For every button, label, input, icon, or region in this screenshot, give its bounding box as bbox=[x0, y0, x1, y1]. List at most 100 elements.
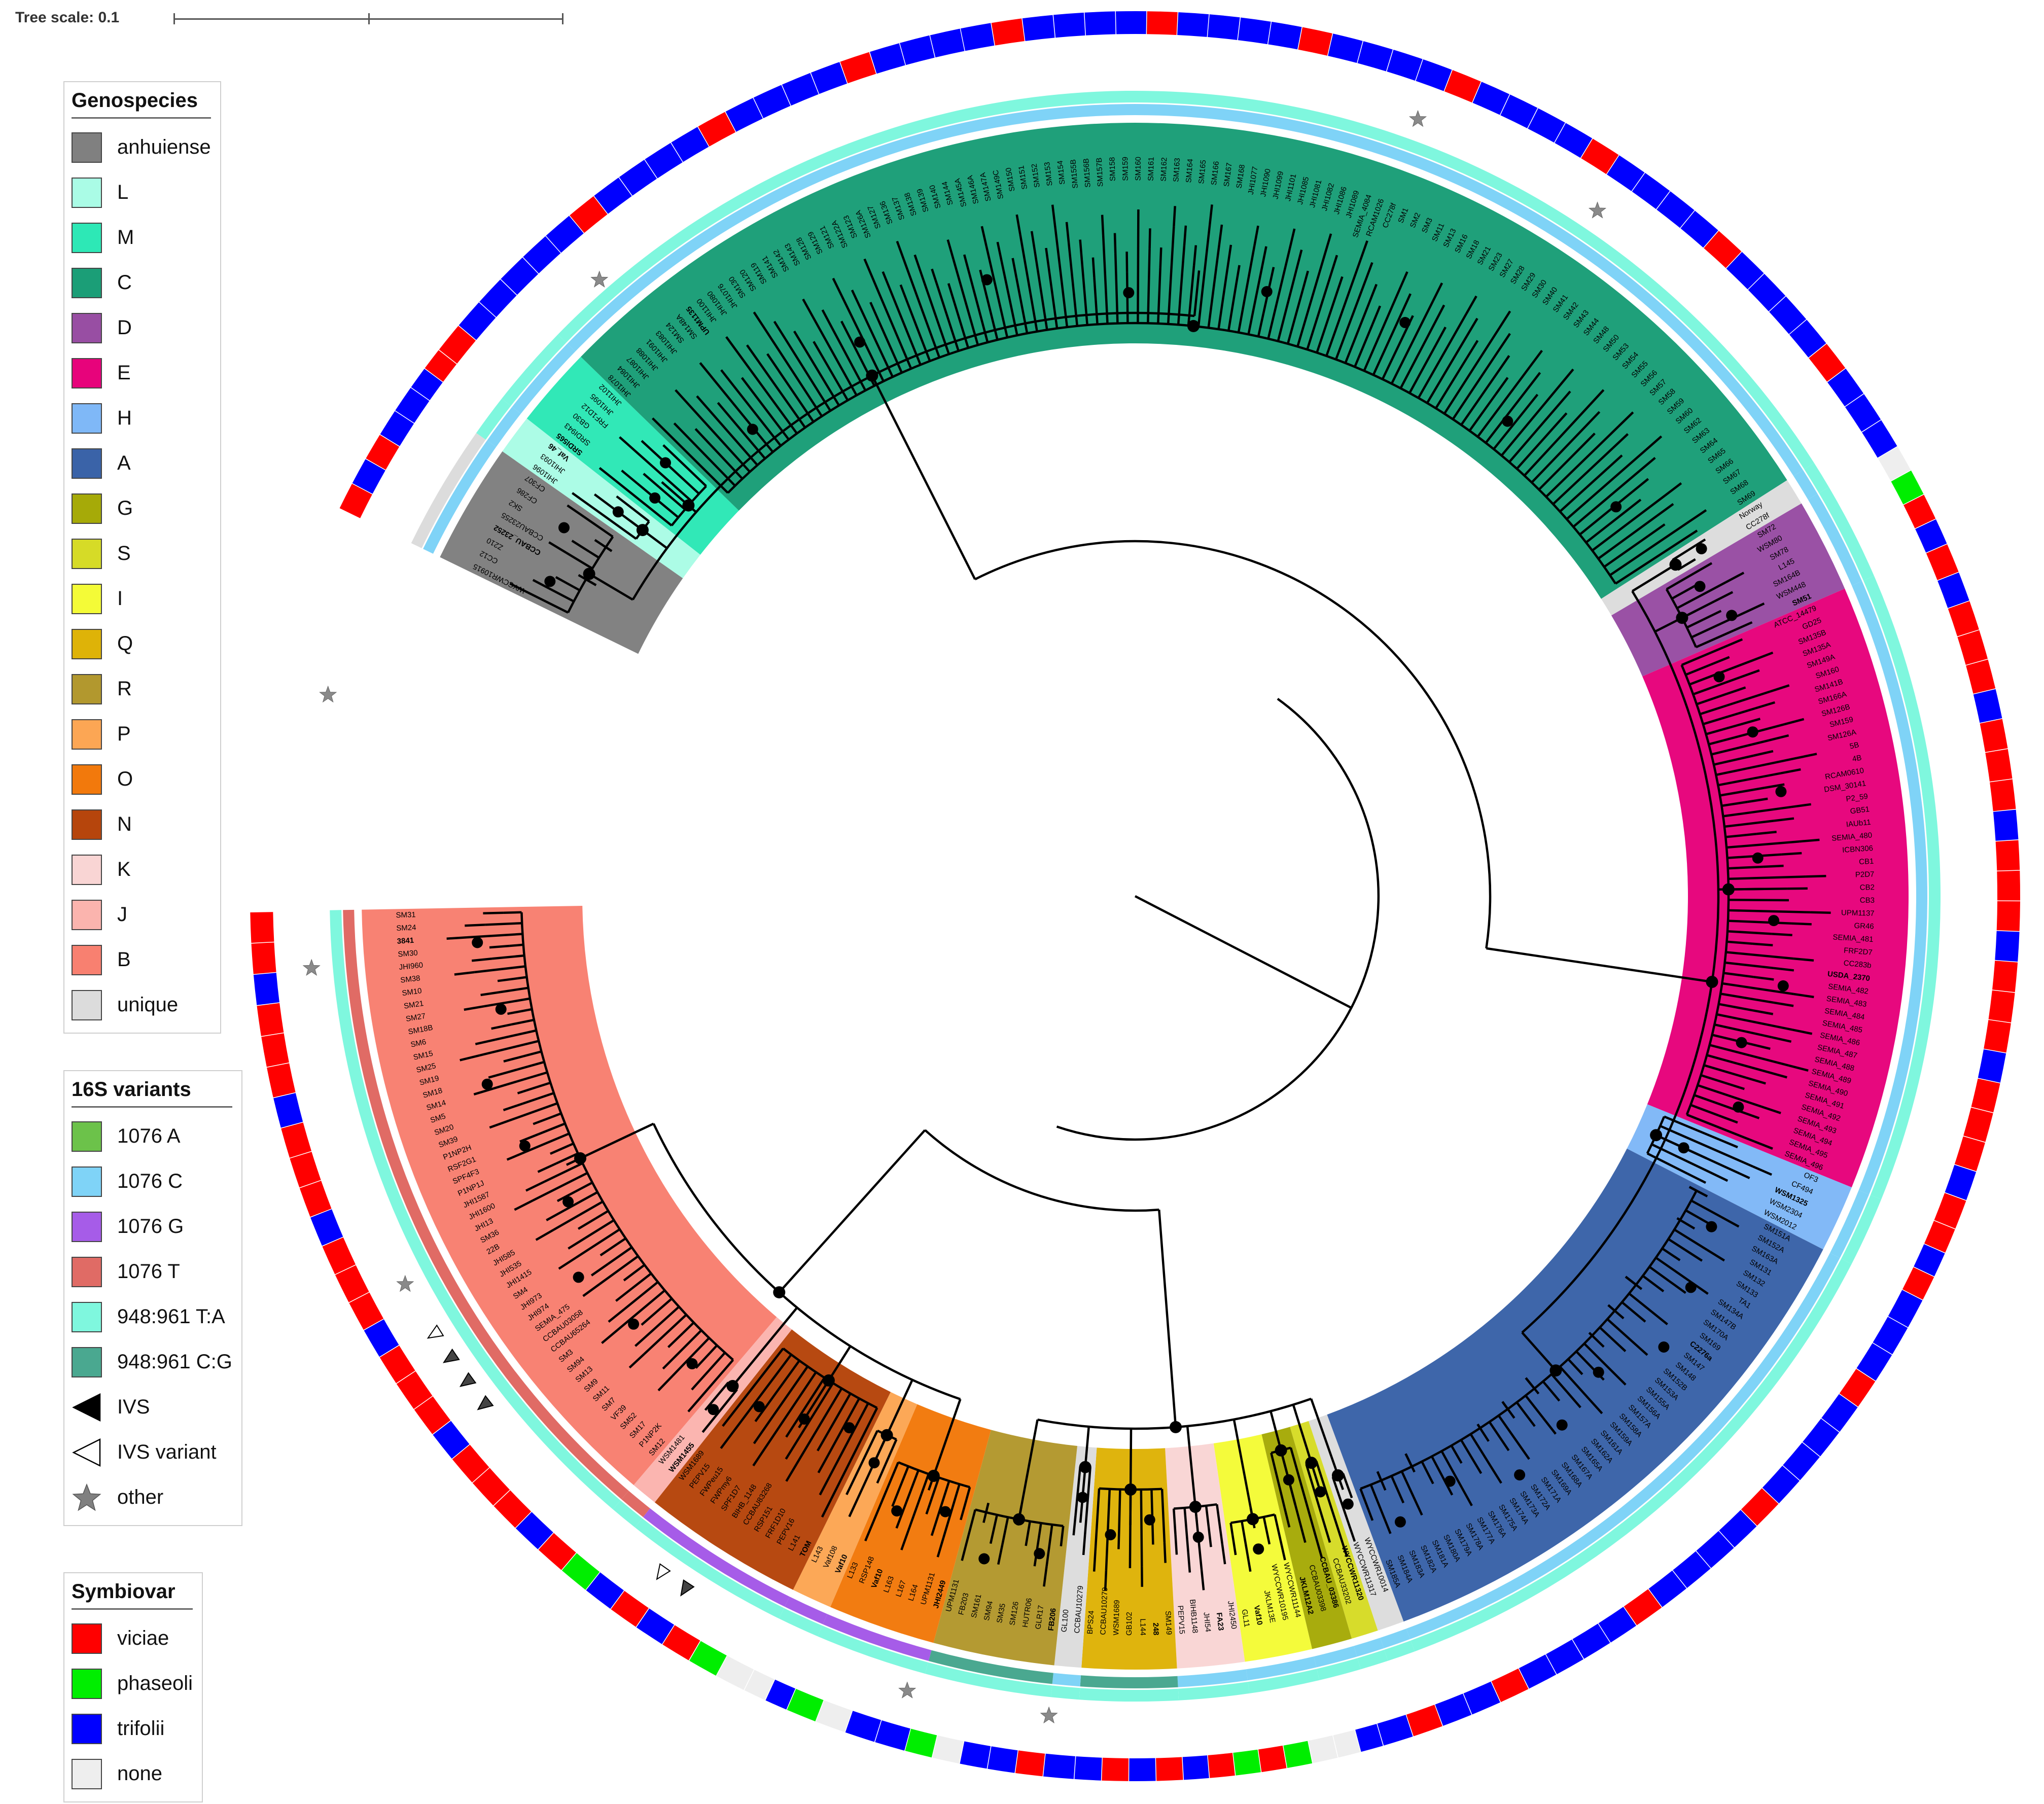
internal-branch bbox=[525, 1133, 570, 1153]
leaf-branch bbox=[821, 309, 833, 329]
leaf-branch bbox=[1324, 233, 1332, 254]
leaf-branch bbox=[593, 493, 612, 508]
symbiovar-segment bbox=[290, 1152, 321, 1188]
leaf-branch bbox=[817, 1454, 829, 1473]
support-node bbox=[1706, 976, 1718, 988]
leaf-branch bbox=[1060, 1526, 1065, 1546]
internal-branch bbox=[1719, 787, 1765, 797]
internal-branch bbox=[1102, 235, 1109, 324]
internal-branch bbox=[1476, 1423, 1482, 1429]
leaf-branch bbox=[1612, 433, 1629, 449]
internal-branch bbox=[1277, 269, 1298, 342]
leaf-branch bbox=[619, 436, 636, 452]
leaf-branch bbox=[1774, 817, 1794, 822]
internal-branch bbox=[764, 1366, 809, 1428]
leaf-branch bbox=[1030, 231, 1036, 252]
legend-item-l: L bbox=[72, 170, 211, 215]
internal-branch bbox=[1000, 261, 1018, 336]
legend-item-ivs: IVS bbox=[72, 1385, 232, 1430]
support-node bbox=[843, 1422, 855, 1434]
leaf-branch bbox=[1496, 355, 1510, 373]
leaf-branch bbox=[899, 284, 909, 304]
internal-branch bbox=[588, 550, 600, 559]
internal-branch bbox=[517, 976, 527, 980]
leaf-branch bbox=[1082, 1534, 1086, 1555]
internal-branch bbox=[1262, 1516, 1266, 1525]
leaf-branch bbox=[577, 1217, 596, 1230]
leaf-branch bbox=[947, 283, 956, 303]
support-node bbox=[1549, 1364, 1562, 1377]
internal-branch bbox=[1205, 1505, 1210, 1527]
variant-1076-ring bbox=[928, 1650, 1053, 1684]
leaf-branch bbox=[1527, 372, 1541, 390]
symbiovar-segment bbox=[905, 1728, 937, 1758]
leaf-branch bbox=[1183, 225, 1187, 246]
leaf-label: SM6 bbox=[410, 1038, 427, 1049]
leaf-branch bbox=[556, 1190, 576, 1202]
legend-swatch bbox=[72, 628, 102, 659]
legend-label: none bbox=[117, 1762, 162, 1785]
legend-item-i: I bbox=[72, 576, 211, 621]
internal-branch bbox=[1093, 277, 1099, 325]
variant-1076-ring bbox=[423, 440, 497, 554]
leaf-branch bbox=[1334, 276, 1344, 297]
leaf-branch bbox=[704, 1394, 719, 1411]
support-node bbox=[1192, 1531, 1204, 1543]
internal-branch bbox=[1566, 449, 1647, 520]
internal-branch bbox=[1296, 253, 1326, 347]
internal-branch bbox=[474, 965, 526, 974]
internal-branch bbox=[672, 1337, 710, 1377]
internal-branch bbox=[1728, 909, 1811, 914]
symbiovar-segment bbox=[816, 1700, 852, 1732]
leaf-branch bbox=[1792, 1029, 1813, 1035]
internal-branch bbox=[1703, 707, 1756, 725]
legend-swatch bbox=[72, 1211, 102, 1242]
leaf-branch bbox=[1025, 1526, 1031, 1546]
symbiovar-segment bbox=[1856, 1343, 1892, 1381]
symbiovar-segment bbox=[1971, 1078, 2000, 1113]
leaf-branch bbox=[913, 254, 923, 275]
symbiovar-segment bbox=[875, 1720, 910, 1751]
internal-branch bbox=[1655, 1256, 1692, 1284]
leaf-branch bbox=[753, 1426, 767, 1444]
internal-branch bbox=[1390, 1475, 1396, 1485]
leaf-branch bbox=[1079, 239, 1083, 260]
internal-branch bbox=[1469, 1433, 1492, 1467]
other-star-icon bbox=[1588, 201, 1607, 219]
support-node bbox=[481, 1078, 493, 1090]
support-node bbox=[747, 423, 758, 435]
symbiovar-segment bbox=[1053, 12, 1085, 38]
leaf-branch bbox=[1677, 558, 1696, 571]
legend-label: G bbox=[117, 497, 133, 519]
leaf-branch bbox=[1208, 204, 1213, 225]
backbone-branch bbox=[1158, 1210, 1177, 1428]
leaf-branch bbox=[1466, 340, 1479, 359]
leaf-branch bbox=[1784, 718, 1805, 726]
internal-branch bbox=[658, 486, 686, 511]
support-node bbox=[822, 1374, 835, 1387]
internal-branch bbox=[952, 259, 979, 346]
internal-branch bbox=[616, 1289, 666, 1331]
internal-branch bbox=[709, 1345, 718, 1354]
leaf-branch bbox=[657, 1375, 674, 1392]
internal-branch bbox=[1493, 409, 1526, 450]
support-node bbox=[798, 1413, 810, 1425]
legend-label: unique bbox=[117, 994, 179, 1016]
internal-branch bbox=[1728, 919, 1791, 925]
support-node bbox=[1170, 1421, 1182, 1433]
internal-branch bbox=[1693, 676, 1741, 696]
leaf-branch bbox=[525, 1181, 545, 1192]
backbone-branch bbox=[871, 375, 976, 580]
internal-branch bbox=[1694, 1094, 1741, 1113]
symbiovar-segment bbox=[1997, 870, 2021, 901]
leaf-branch bbox=[1746, 1076, 1766, 1085]
internal-branch bbox=[1508, 406, 1558, 463]
support-node bbox=[1305, 1457, 1318, 1469]
symbiovar-segment bbox=[411, 369, 443, 401]
leaf-branch bbox=[1200, 1570, 1205, 1590]
symbiovar-segment bbox=[870, 43, 905, 74]
leaf-branch bbox=[1740, 718, 1761, 726]
internal-branch bbox=[1531, 426, 1587, 483]
leaf-branch bbox=[571, 540, 590, 553]
leaf-branch bbox=[673, 422, 689, 439]
